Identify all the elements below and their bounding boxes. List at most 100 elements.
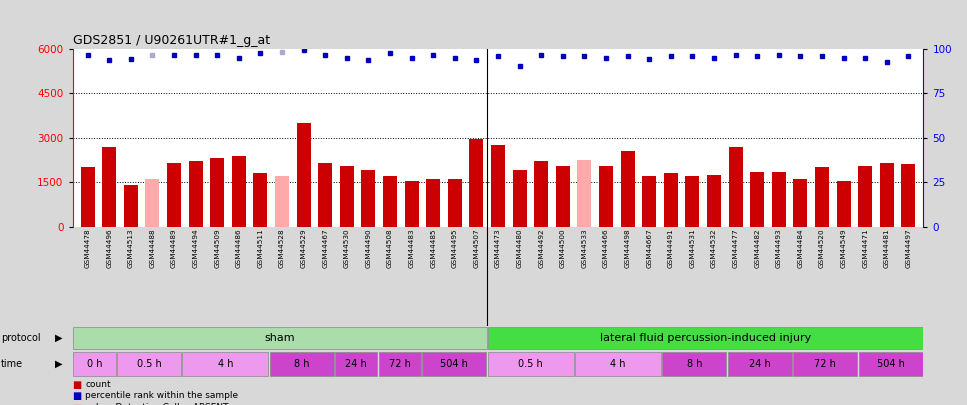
Bar [362, 171, 375, 227]
Text: GSM44533: GSM44533 [581, 229, 587, 269]
Bar [426, 179, 440, 227]
Text: GSM44481: GSM44481 [884, 229, 890, 269]
Bar [815, 167, 829, 227]
Bar [297, 123, 310, 227]
Bar [487, 352, 573, 376]
Text: GSM44478: GSM44478 [85, 229, 91, 269]
Bar [145, 179, 160, 227]
Text: GSM44484: GSM44484 [798, 229, 804, 269]
Text: GSM44667: GSM44667 [646, 229, 652, 269]
Text: GSM44495: GSM44495 [452, 229, 457, 269]
Bar [686, 176, 699, 227]
Text: GSM44509: GSM44509 [215, 229, 220, 269]
Bar [80, 167, 95, 227]
Bar [513, 171, 527, 227]
Bar [858, 166, 872, 227]
Text: GSM44491: GSM44491 [668, 229, 674, 269]
Bar [621, 151, 634, 227]
Text: GSM44511: GSM44511 [257, 229, 263, 269]
Text: 4 h: 4 h [218, 359, 233, 369]
Bar [404, 181, 419, 227]
Text: GSM44549: GSM44549 [840, 229, 846, 269]
Bar [423, 352, 486, 376]
Bar [103, 147, 116, 227]
Text: lateral fluid percussion-induced injury: lateral fluid percussion-induced injury [600, 333, 811, 343]
Text: GSM44483: GSM44483 [409, 229, 415, 269]
Text: ■: ■ [73, 403, 82, 405]
Text: GSM44500: GSM44500 [560, 229, 566, 269]
Bar [167, 163, 181, 227]
Bar [642, 176, 657, 227]
Text: 504 h: 504 h [440, 359, 468, 369]
Bar [210, 158, 224, 227]
Text: 504 h: 504 h [877, 359, 905, 369]
Bar [707, 175, 721, 227]
Text: sham: sham [265, 333, 295, 343]
Text: GSM44488: GSM44488 [150, 229, 156, 269]
Text: GSM44480: GSM44480 [516, 229, 522, 269]
Bar [318, 163, 333, 227]
Bar [663, 173, 678, 227]
Text: 8 h: 8 h [294, 359, 309, 369]
Text: GSM44490: GSM44490 [366, 229, 371, 269]
Bar [232, 156, 246, 227]
Text: GSM44530: GSM44530 [344, 229, 350, 269]
Bar [575, 352, 661, 376]
Bar [859, 352, 923, 376]
Text: GSM44520: GSM44520 [819, 229, 825, 269]
Bar [793, 179, 807, 227]
Text: 4 h: 4 h [610, 359, 626, 369]
Text: time: time [1, 359, 23, 369]
Text: percentile rank within the sample: percentile rank within the sample [85, 391, 238, 400]
Bar [383, 176, 397, 227]
Bar [750, 172, 764, 227]
Bar [491, 145, 505, 227]
Bar [189, 162, 203, 227]
Text: GSM44507: GSM44507 [474, 229, 480, 269]
Text: GSM44473: GSM44473 [495, 229, 501, 269]
Text: GSM44477: GSM44477 [733, 229, 739, 269]
Bar [182, 352, 268, 376]
Text: 0 h: 0 h [87, 359, 103, 369]
Text: ■: ■ [73, 380, 82, 390]
Bar [556, 166, 570, 227]
Text: GSM44496: GSM44496 [106, 229, 112, 269]
Text: 72 h: 72 h [814, 359, 836, 369]
Text: count: count [85, 380, 110, 389]
Text: GSM44513: GSM44513 [128, 229, 133, 269]
Bar [448, 179, 462, 227]
Text: GDS2851 / U90261UTR#1_g_at: GDS2851 / U90261UTR#1_g_at [73, 34, 270, 47]
Text: 8 h: 8 h [687, 359, 702, 369]
Text: GSM44482: GSM44482 [754, 229, 760, 269]
Bar [379, 352, 421, 376]
Text: GSM44493: GSM44493 [776, 229, 781, 269]
Bar [270, 352, 334, 376]
Bar [73, 327, 486, 349]
Text: GSM44466: GSM44466 [603, 229, 609, 269]
Text: 0.5 h: 0.5 h [136, 359, 161, 369]
Text: GSM44486: GSM44486 [236, 229, 242, 269]
Bar [772, 172, 786, 227]
Text: 0.5 h: 0.5 h [518, 359, 543, 369]
Bar [469, 139, 484, 227]
Bar [793, 352, 858, 376]
Text: protocol: protocol [1, 333, 41, 343]
Bar [335, 352, 377, 376]
Text: GSM44489: GSM44489 [171, 229, 177, 269]
Bar [662, 352, 726, 376]
Bar [339, 166, 354, 227]
Text: GSM44528: GSM44528 [279, 229, 285, 269]
Bar [901, 164, 916, 227]
Text: GSM44508: GSM44508 [387, 229, 393, 269]
Bar [728, 147, 743, 227]
Text: GSM44492: GSM44492 [539, 229, 544, 269]
Text: 24 h: 24 h [345, 359, 367, 369]
Text: ▶: ▶ [55, 333, 63, 343]
Bar [728, 352, 792, 376]
Text: GSM44497: GSM44497 [905, 229, 911, 269]
Text: ■: ■ [73, 391, 82, 401]
Text: value, Detection Call = ABSENT: value, Detection Call = ABSENT [85, 403, 228, 405]
Text: GSM44529: GSM44529 [301, 229, 307, 269]
Bar [880, 163, 894, 227]
Bar [836, 181, 851, 227]
